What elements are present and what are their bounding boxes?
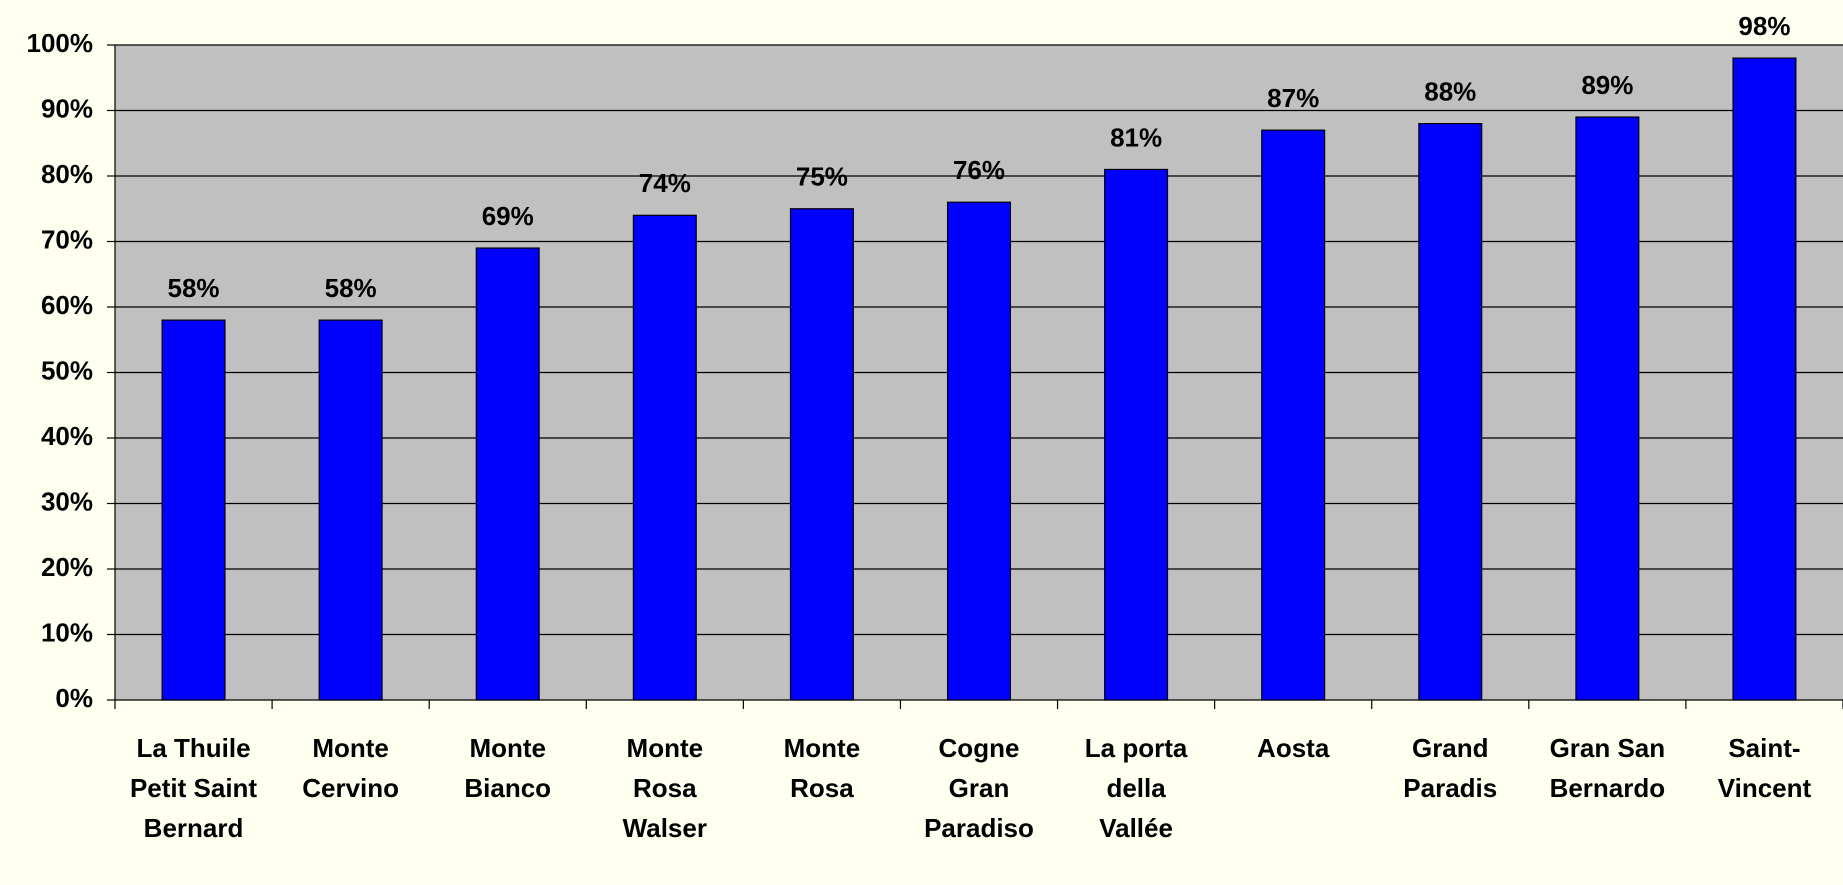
data-label: 58% xyxy=(325,273,377,303)
y-tick-label: 60% xyxy=(41,290,93,320)
x-tick-label: Saint-Vincent xyxy=(1717,733,1812,803)
bar xyxy=(1418,122,1483,701)
x-tick-label: Cogne Gran Paradiso xyxy=(924,733,1034,843)
y-tick-label: 70% xyxy=(41,224,93,254)
y-tick-label: 50% xyxy=(41,355,93,385)
y-tick-label: 20% xyxy=(41,552,93,582)
data-label: 88% xyxy=(1424,76,1476,106)
y-tick-label: 40% xyxy=(41,421,93,451)
bar xyxy=(946,201,1012,701)
x-tick-label: La porta della Vallée xyxy=(1084,733,1188,843)
data-label: 87% xyxy=(1267,83,1319,113)
x-tick-label: Monte Rosa xyxy=(783,733,861,803)
data-label: 69% xyxy=(482,201,534,231)
bar xyxy=(1261,129,1326,701)
y-tick-label: 0% xyxy=(55,683,93,713)
y-tick-label: 10% xyxy=(41,617,93,647)
data-label: 98% xyxy=(1738,11,1790,41)
data-label: 75% xyxy=(796,162,848,192)
bar xyxy=(318,319,383,701)
x-tick-label: Grand Paradis xyxy=(1403,733,1498,803)
data-label: 81% xyxy=(1110,122,1162,152)
y-tick-label: 30% xyxy=(41,486,93,516)
bar xyxy=(1104,168,1169,701)
bar xyxy=(1575,116,1640,701)
data-label: 89% xyxy=(1581,70,1633,100)
data-label: 76% xyxy=(953,155,1005,185)
x-tick-label: Aosta xyxy=(1257,733,1330,763)
bar xyxy=(475,247,540,701)
x-tick-label: Monte Rosa Walser xyxy=(622,733,707,843)
bar xyxy=(161,319,226,701)
bar xyxy=(1732,57,1797,701)
data-label: 74% xyxy=(639,168,691,198)
y-tick-label: 90% xyxy=(41,93,93,123)
x-tick-label: La Thuile Petit Saint Bernard xyxy=(129,733,258,843)
x-tick-label: Monte Bianco xyxy=(464,733,552,803)
y-tick-label: 100% xyxy=(27,28,94,58)
y-tick-label: 80% xyxy=(41,159,93,189)
bar xyxy=(632,214,697,701)
bar xyxy=(789,208,854,701)
x-tick-label: Monte Cervino xyxy=(302,733,400,803)
data-label: 58% xyxy=(168,273,220,303)
x-tick-label: Gran San Bernardo xyxy=(1549,733,1666,803)
